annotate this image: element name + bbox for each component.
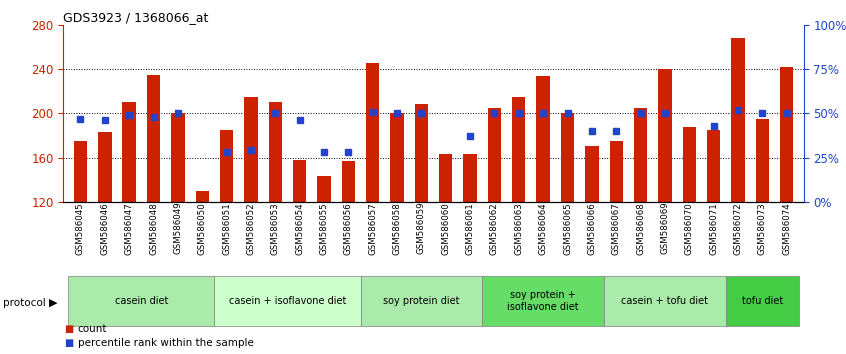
Text: GSM586057: GSM586057	[368, 202, 377, 255]
Text: GSM586061: GSM586061	[465, 202, 475, 255]
Text: casein + tofu diet: casein + tofu diet	[622, 296, 708, 306]
Bar	[585, 147, 599, 202]
Bar	[98, 132, 112, 202]
Text: GSM586065: GSM586065	[563, 202, 572, 255]
FancyBboxPatch shape	[69, 276, 214, 326]
Bar	[731, 38, 744, 202]
Text: GSM586064: GSM586064	[539, 202, 547, 255]
Bar	[707, 130, 720, 202]
Text: ■: ■	[64, 324, 74, 333]
Bar	[561, 113, 574, 202]
Bar	[268, 102, 282, 202]
Bar	[244, 97, 258, 202]
FancyBboxPatch shape	[360, 276, 482, 326]
Bar	[220, 130, 233, 202]
Bar	[439, 154, 453, 202]
Text: count: count	[78, 324, 107, 333]
Text: soy protein +
isoflavone diet: soy protein + isoflavone diet	[508, 290, 579, 312]
Bar	[390, 113, 404, 202]
Text: protocol: protocol	[3, 298, 46, 308]
Bar	[536, 76, 550, 202]
Text: GSM586049: GSM586049	[173, 202, 183, 255]
Bar	[293, 160, 306, 202]
Text: GSM586074: GSM586074	[783, 202, 791, 255]
Text: soy protein diet: soy protein diet	[383, 296, 459, 306]
Text: GSM586045: GSM586045	[76, 202, 85, 255]
Text: GSM586054: GSM586054	[295, 202, 305, 255]
FancyBboxPatch shape	[214, 276, 360, 326]
Text: GSM586056: GSM586056	[343, 202, 353, 255]
Text: GSM586053: GSM586053	[271, 202, 280, 255]
Bar	[755, 119, 769, 202]
Text: GSM586069: GSM586069	[661, 202, 669, 255]
FancyBboxPatch shape	[482, 276, 604, 326]
Text: GSM586073: GSM586073	[758, 202, 766, 255]
Bar	[147, 75, 160, 202]
Text: GSM586066: GSM586066	[587, 202, 596, 255]
Text: GSM586067: GSM586067	[612, 202, 621, 255]
Text: GSM586072: GSM586072	[733, 202, 743, 255]
Bar	[366, 63, 379, 202]
Text: GSM586048: GSM586048	[149, 202, 158, 255]
Text: casein + isoflavone diet: casein + isoflavone diet	[228, 296, 346, 306]
Text: GSM586063: GSM586063	[514, 202, 524, 255]
Text: GSM586047: GSM586047	[124, 202, 134, 255]
Bar	[195, 191, 209, 202]
Text: GSM586060: GSM586060	[442, 202, 450, 255]
Text: GDS3923 / 1368066_at: GDS3923 / 1368066_at	[63, 11, 209, 24]
Bar	[609, 141, 623, 202]
Text: GSM586070: GSM586070	[684, 202, 694, 255]
Text: casein diet: casein diet	[115, 296, 168, 306]
Bar	[683, 126, 696, 202]
Text: GSM586052: GSM586052	[246, 202, 255, 255]
Bar	[123, 102, 136, 202]
Text: GSM586058: GSM586058	[393, 202, 402, 255]
Bar	[464, 154, 477, 202]
Text: GSM586059: GSM586059	[417, 202, 426, 255]
Bar	[658, 69, 672, 202]
Text: GSM586051: GSM586051	[222, 202, 231, 255]
Text: percentile rank within the sample: percentile rank within the sample	[78, 338, 254, 348]
Text: GSM586062: GSM586062	[490, 202, 499, 255]
Text: GSM586050: GSM586050	[198, 202, 206, 255]
Text: GSM586055: GSM586055	[320, 202, 328, 255]
Bar	[634, 108, 647, 202]
FancyBboxPatch shape	[604, 276, 726, 326]
Bar	[512, 97, 525, 202]
Text: GSM586071: GSM586071	[709, 202, 718, 255]
Bar	[342, 161, 355, 202]
Bar	[74, 141, 87, 202]
FancyBboxPatch shape	[726, 276, 799, 326]
Text: ▶: ▶	[49, 298, 58, 308]
Bar	[780, 67, 794, 202]
Text: GSM586068: GSM586068	[636, 202, 645, 255]
Bar	[171, 113, 184, 202]
Text: tofu diet: tofu diet	[742, 296, 783, 306]
Bar	[415, 104, 428, 202]
Text: ■: ■	[64, 338, 74, 348]
Text: GSM586046: GSM586046	[101, 202, 109, 255]
Bar	[317, 176, 331, 202]
Bar	[488, 108, 501, 202]
